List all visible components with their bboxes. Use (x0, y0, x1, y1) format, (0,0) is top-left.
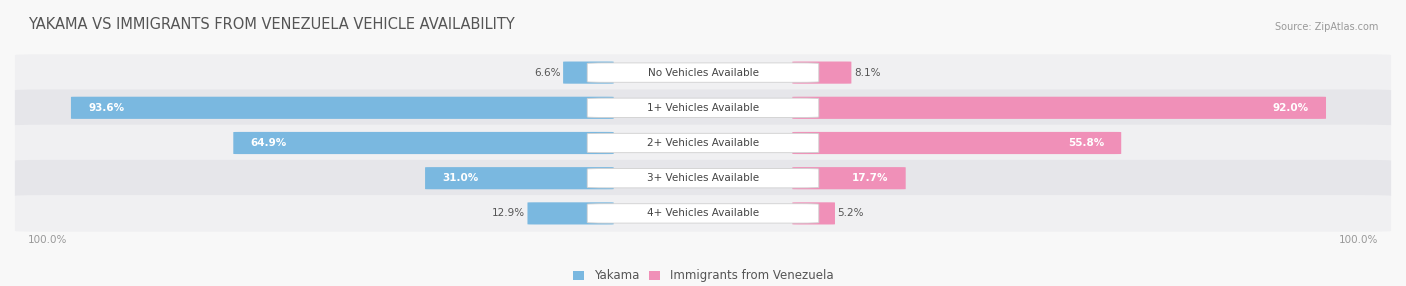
FancyBboxPatch shape (588, 63, 818, 82)
FancyBboxPatch shape (588, 168, 818, 188)
FancyBboxPatch shape (70, 97, 613, 119)
Text: 6.6%: 6.6% (534, 67, 561, 78)
FancyBboxPatch shape (15, 195, 1391, 232)
Text: 8.1%: 8.1% (853, 67, 880, 78)
FancyBboxPatch shape (15, 54, 1391, 91)
Text: 92.0%: 92.0% (1272, 103, 1309, 113)
Text: 4+ Vehicles Available: 4+ Vehicles Available (647, 208, 759, 219)
FancyBboxPatch shape (793, 132, 1121, 154)
FancyBboxPatch shape (793, 97, 1326, 119)
FancyBboxPatch shape (233, 132, 613, 154)
Text: YAKAMA VS IMMIGRANTS FROM VENEZUELA VEHICLE AVAILABILITY: YAKAMA VS IMMIGRANTS FROM VENEZUELA VEHI… (28, 17, 515, 32)
Text: 3+ Vehicles Available: 3+ Vehicles Available (647, 173, 759, 183)
Text: No Vehicles Available: No Vehicles Available (648, 67, 758, 78)
FancyBboxPatch shape (15, 90, 1391, 126)
FancyBboxPatch shape (588, 98, 818, 118)
FancyBboxPatch shape (425, 167, 613, 189)
FancyBboxPatch shape (793, 202, 835, 225)
FancyBboxPatch shape (15, 160, 1391, 196)
Text: 64.9%: 64.9% (250, 138, 287, 148)
Text: 17.7%: 17.7% (852, 173, 889, 183)
FancyBboxPatch shape (15, 125, 1391, 161)
Text: 100.0%: 100.0% (1339, 235, 1378, 245)
Text: 100.0%: 100.0% (28, 235, 67, 245)
Text: 12.9%: 12.9% (492, 208, 524, 219)
Text: Source: ZipAtlas.com: Source: ZipAtlas.com (1274, 22, 1378, 32)
Text: 2+ Vehicles Available: 2+ Vehicles Available (647, 138, 759, 148)
FancyBboxPatch shape (588, 204, 818, 223)
FancyBboxPatch shape (564, 61, 613, 84)
Text: 1+ Vehicles Available: 1+ Vehicles Available (647, 103, 759, 113)
Text: 5.2%: 5.2% (838, 208, 865, 219)
Legend: Yakama, Immigrants from Venezuela: Yakama, Immigrants from Venezuela (568, 265, 838, 286)
Text: 93.6%: 93.6% (89, 103, 124, 113)
Text: 55.8%: 55.8% (1067, 138, 1104, 148)
FancyBboxPatch shape (527, 202, 613, 225)
FancyBboxPatch shape (793, 61, 852, 84)
FancyBboxPatch shape (588, 133, 818, 153)
FancyBboxPatch shape (793, 167, 905, 189)
Text: 31.0%: 31.0% (443, 173, 478, 183)
